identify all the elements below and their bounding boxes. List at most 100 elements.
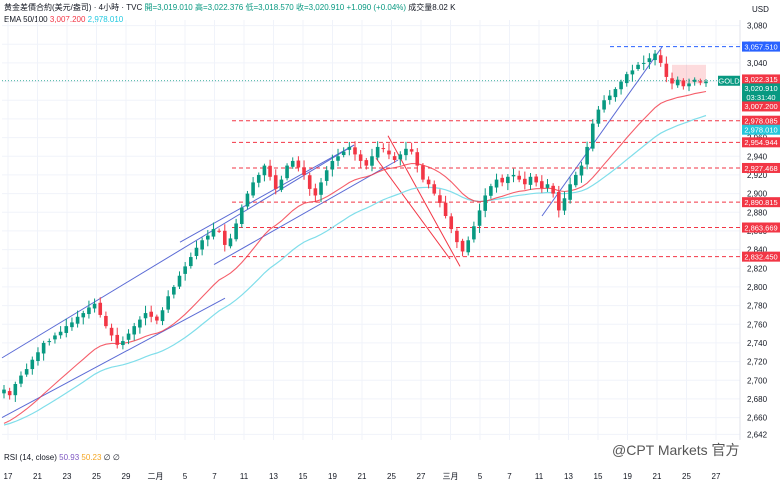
rsi-sym-2: ∅: [112, 453, 120, 462]
x-tick-label: 17: [4, 472, 13, 481]
ema-label: EMA 50/100: [4, 15, 48, 24]
trend-channel-mid: [179, 144, 355, 243]
candle-body: [415, 152, 420, 166]
price-tag: [742, 137, 780, 148]
candle-body: [70, 322, 74, 328]
price-tag-label: 3,020.910: [744, 84, 777, 93]
down-channel-lower: [375, 157, 451, 260]
candle-body: [126, 333, 131, 340]
symbol-tag-label: GOLD: [718, 77, 740, 86]
candle-body: [647, 58, 652, 62]
x-tick-label: 19: [328, 472, 337, 481]
y-tick-label: 2,840: [747, 246, 768, 255]
rsi-legend[interactable]: RSI (14, close) 50.93 50.23 ∅ ∅: [4, 453, 120, 462]
y-tick-label: 2,800: [747, 283, 768, 292]
candle-body: [189, 257, 193, 267]
candle-body: [523, 178, 527, 185]
candle-body: [336, 156, 340, 161]
volume-value: 成交量8.02 K: [408, 3, 456, 12]
candle-body: [75, 316, 80, 324]
candle-body: [540, 181, 544, 188]
candle-body: [262, 165, 267, 176]
candle-body: [41, 342, 46, 354]
x-tick-label: 27: [712, 472, 721, 481]
x-tick-label: 11: [535, 472, 544, 481]
ema100-line: [3, 114, 707, 426]
price-tag-label: 2,832.450: [744, 252, 777, 261]
y-tick-label: 2,720: [747, 358, 768, 367]
price-tag-label: 2,927.468: [744, 164, 777, 173]
candle-body: [206, 235, 210, 240]
close-value: 收=3,020.910: [295, 3, 345, 12]
x-tick-label: 21: [653, 472, 662, 481]
candle-body: [477, 210, 482, 226]
candle-body: [47, 341, 52, 343]
price-tag-label: 3,057.510: [744, 42, 777, 51]
candle-body: [658, 55, 663, 63]
x-tick-label: 7: [507, 472, 512, 481]
trend-channel-lower: [1, 297, 226, 419]
candle-body: [562, 198, 567, 211]
y-tick-label: 2,920: [747, 171, 768, 180]
y-tick-label: 2,900: [747, 190, 768, 199]
price-tag-label: 3,007.200: [744, 102, 777, 111]
x-tick-label: 13: [269, 472, 278, 481]
price-tag-label: 2,978.085: [744, 117, 777, 126]
candle-body: [132, 326, 137, 335]
candle-body: [200, 240, 204, 250]
ema-lines: [3, 90, 707, 426]
candle-body: [455, 230, 459, 243]
candle-body: [30, 359, 35, 370]
price-tag: [742, 74, 780, 85]
x-tick-label: 27: [417, 472, 426, 481]
candle-body: [358, 154, 363, 161]
price-tag-label: 2,890.815: [744, 198, 777, 207]
candle-body: [319, 182, 323, 195]
watermark: @CPT Markets 官方: [612, 442, 740, 458]
candle-body: [109, 327, 114, 336]
candle-body: [506, 176, 510, 184]
x-tick-label: 15: [299, 472, 308, 481]
rsi-label: RSI (14, close): [4, 453, 57, 462]
candle-body: [2, 389, 6, 394]
candle-body: [143, 313, 148, 319]
candle-body: [494, 179, 499, 188]
candle-body: [217, 230, 221, 232]
currency-label[interactable]: USD: [752, 5, 769, 14]
candle-body: [557, 192, 561, 211]
candle-body: [460, 240, 465, 252]
rsi-value-2: 50.23: [81, 453, 102, 462]
candle-body: [13, 384, 18, 396]
candle-body: [92, 303, 97, 309]
candle-body: [483, 195, 488, 211]
candle-body: [692, 79, 697, 82]
x-tick-label: 29: [122, 472, 131, 481]
candle-body: [681, 80, 686, 87]
price-tag-label: 2,978.010: [744, 126, 777, 135]
grid: [2, 20, 741, 440]
high-value: 高=3,022.376: [194, 3, 244, 12]
candle-body: [511, 174, 516, 177]
ema-legend[interactable]: EMA 50/100 3,007.200 2,978.010: [4, 15, 123, 24]
candle-body: [409, 149, 414, 152]
x-tick-label: 7: [212, 472, 217, 481]
candle-body: [268, 165, 272, 177]
candle-body: [438, 195, 442, 203]
candle-body: [375, 146, 380, 158]
candle-body: [234, 223, 238, 240]
candle-body: [630, 70, 635, 75]
x-tick-label: 15: [594, 472, 603, 481]
chart-header: 黄金差價合約(美元/盎司) · 4小時 · TVC 開=3,019.010 高=…: [4, 3, 455, 13]
candle-body: [624, 74, 629, 84]
candle-body: [443, 202, 448, 216]
y-tick-label: 2,940: [747, 152, 768, 161]
candle-body: [194, 247, 199, 256]
candle-body: [290, 160, 295, 167]
candle-body: [87, 307, 91, 315]
y-tick-label: 3,080: [747, 22, 768, 31]
candle-body: [19, 375, 23, 384]
candle-body: [155, 316, 159, 321]
candle-body: [256, 174, 261, 183]
candle-body: [426, 179, 431, 185]
